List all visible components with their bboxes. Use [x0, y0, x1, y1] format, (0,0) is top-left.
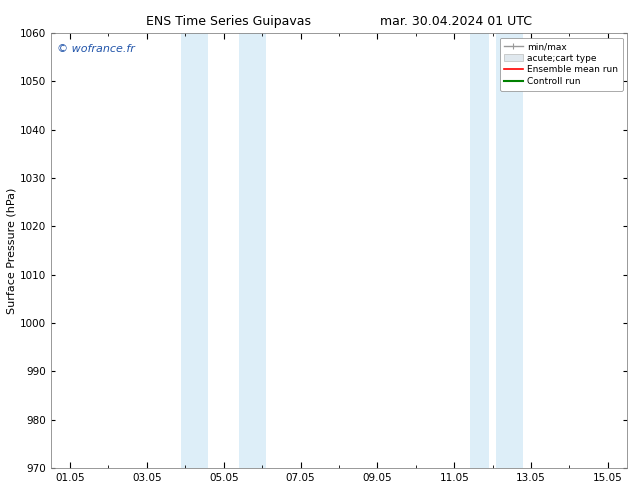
Bar [470, 33, 489, 468]
Text: ENS Time Series Guipavas: ENS Time Series Guipavas [146, 15, 311, 28]
Bar [496, 33, 523, 468]
Y-axis label: Surface Pressure (hPa): Surface Pressure (hPa) [7, 187, 17, 314]
Bar [181, 33, 209, 468]
Bar [239, 33, 266, 468]
Text: mar. 30.04.2024 01 UTC: mar. 30.04.2024 01 UTC [380, 15, 533, 28]
Text: © wofrance.fr: © wofrance.fr [56, 44, 134, 54]
Legend: min/max, acute;cart type, Ensemble mean run, Controll run: min/max, acute;cart type, Ensemble mean … [500, 38, 623, 91]
